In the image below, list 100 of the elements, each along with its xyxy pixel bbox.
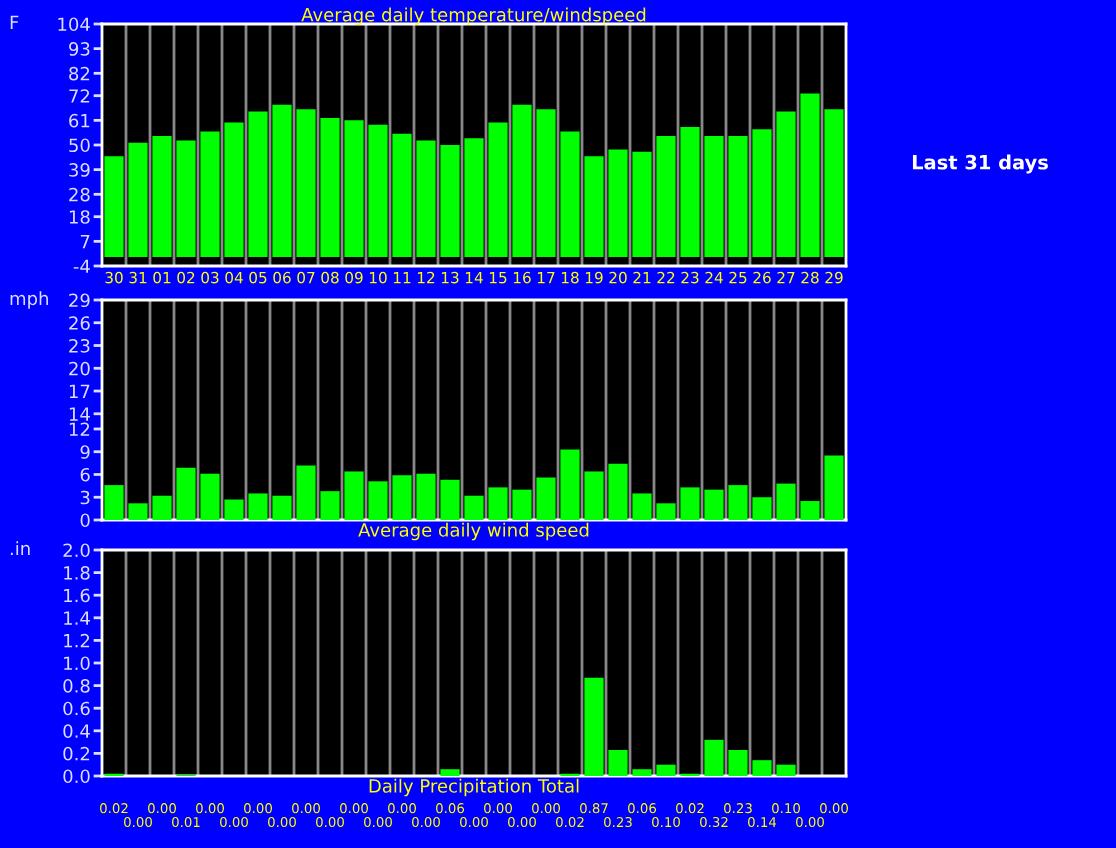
bar bbox=[392, 133, 412, 258]
bar bbox=[152, 136, 172, 258]
bar bbox=[320, 491, 340, 520]
bar bbox=[584, 677, 604, 776]
bar bbox=[440, 145, 460, 258]
text: Last 31 days bbox=[912, 154, 1048, 174]
x-axis-title: Daily Precipitation Total bbox=[369, 778, 579, 797]
bar bbox=[728, 136, 748, 258]
y-tick-label: 0.8 bbox=[63, 679, 90, 693]
bar bbox=[416, 473, 436, 520]
bar bbox=[776, 483, 796, 520]
y-tick-label: 20 bbox=[69, 361, 90, 376]
bar bbox=[704, 136, 724, 258]
y-axis-title: F bbox=[10, 15, 19, 29]
bar bbox=[392, 475, 412, 520]
y-tick-label: 18 bbox=[69, 210, 90, 224]
bar bbox=[800, 501, 820, 520]
bar bbox=[152, 495, 172, 520]
bar bbox=[824, 109, 844, 258]
y-tick-label: 12 bbox=[69, 422, 90, 436]
bar bbox=[224, 122, 244, 258]
y-tick-label: 0.6 bbox=[63, 701, 90, 716]
bar bbox=[200, 131, 220, 258]
y-axis-title: .in bbox=[10, 541, 30, 555]
bar bbox=[224, 499, 244, 520]
y-tick-label: 0 bbox=[80, 513, 90, 528]
y-tick-label: 1.6 bbox=[64, 588, 90, 603]
bar bbox=[464, 138, 484, 258]
y-tick-label: 1.4 bbox=[64, 611, 90, 625]
bar bbox=[320, 118, 340, 258]
y-tick-label: 104 bbox=[58, 17, 90, 32]
bar bbox=[272, 104, 292, 258]
y-tick-label: 93 bbox=[69, 42, 90, 56]
bar bbox=[728, 485, 748, 520]
y-tick-label: 72 bbox=[69, 89, 90, 103]
y-tick-label: 23 bbox=[69, 338, 90, 353]
bar bbox=[536, 109, 556, 258]
bar bbox=[296, 109, 316, 258]
y-tick-label: 3 bbox=[80, 490, 90, 505]
chart-title: Average daily temperature/windspeed bbox=[301, 7, 646, 25]
y-tick-label: 1.0 bbox=[64, 656, 90, 671]
bar bbox=[512, 489, 532, 520]
y-tick-label: 50 bbox=[69, 138, 90, 153]
bar bbox=[632, 769, 652, 776]
y-tick-label: 39 bbox=[69, 163, 90, 177]
y-tick-label: 61 bbox=[69, 113, 90, 128]
bar bbox=[440, 479, 460, 520]
bar bbox=[656, 764, 676, 776]
y-tick-label: 7 bbox=[80, 235, 90, 249]
bar bbox=[560, 131, 580, 258]
y-tick-label: 14 bbox=[69, 407, 90, 421]
bar bbox=[176, 467, 196, 520]
bar bbox=[272, 495, 292, 520]
bar bbox=[128, 503, 148, 520]
y-tick-label: 17 bbox=[69, 384, 90, 398]
y-tick-label: 26 bbox=[69, 316, 90, 330]
bar bbox=[368, 481, 388, 520]
bar bbox=[776, 764, 796, 776]
bar bbox=[632, 493, 652, 520]
bar bbox=[176, 140, 196, 258]
bar bbox=[728, 750, 748, 776]
bar bbox=[656, 136, 676, 258]
y-tick-label: 0.0 bbox=[63, 769, 90, 784]
bar bbox=[560, 449, 580, 520]
bar bbox=[824, 455, 844, 520]
bar bbox=[416, 140, 436, 258]
bar bbox=[800, 93, 820, 258]
y-tick-label: 0.4 bbox=[63, 724, 90, 738]
bar bbox=[608, 750, 628, 776]
bar bbox=[104, 156, 124, 258]
bar bbox=[440, 769, 460, 776]
y-tick-label: 6 bbox=[80, 467, 90, 482]
bar bbox=[704, 739, 724, 776]
bar bbox=[248, 111, 268, 258]
y-tick-label: 82 bbox=[69, 66, 90, 81]
bar bbox=[776, 111, 796, 258]
bar bbox=[656, 503, 676, 520]
bar bbox=[488, 487, 508, 520]
bar bbox=[704, 489, 724, 520]
bar bbox=[128, 142, 148, 258]
y-tick-label: -4 bbox=[73, 259, 90, 273]
bar bbox=[584, 156, 604, 258]
bar bbox=[536, 477, 556, 520]
y-tick-label: 1.8 bbox=[64, 566, 90, 580]
bar bbox=[488, 122, 508, 258]
y-tick-label: 28 bbox=[69, 187, 90, 202]
bar bbox=[632, 151, 652, 258]
bar bbox=[200, 473, 220, 520]
bar bbox=[344, 471, 364, 520]
y-tick-label: 2.0 bbox=[63, 543, 90, 558]
bar bbox=[680, 487, 700, 520]
bar bbox=[464, 495, 484, 520]
y-tick-label: 9 bbox=[80, 445, 90, 459]
y-tick-label: 0.2 bbox=[63, 746, 90, 761]
bar bbox=[752, 497, 772, 520]
bar bbox=[680, 127, 700, 258]
bar bbox=[344, 120, 364, 258]
bar bbox=[368, 124, 388, 258]
x-axis-title: Average daily wind speed bbox=[358, 522, 589, 541]
bar bbox=[104, 485, 124, 520]
